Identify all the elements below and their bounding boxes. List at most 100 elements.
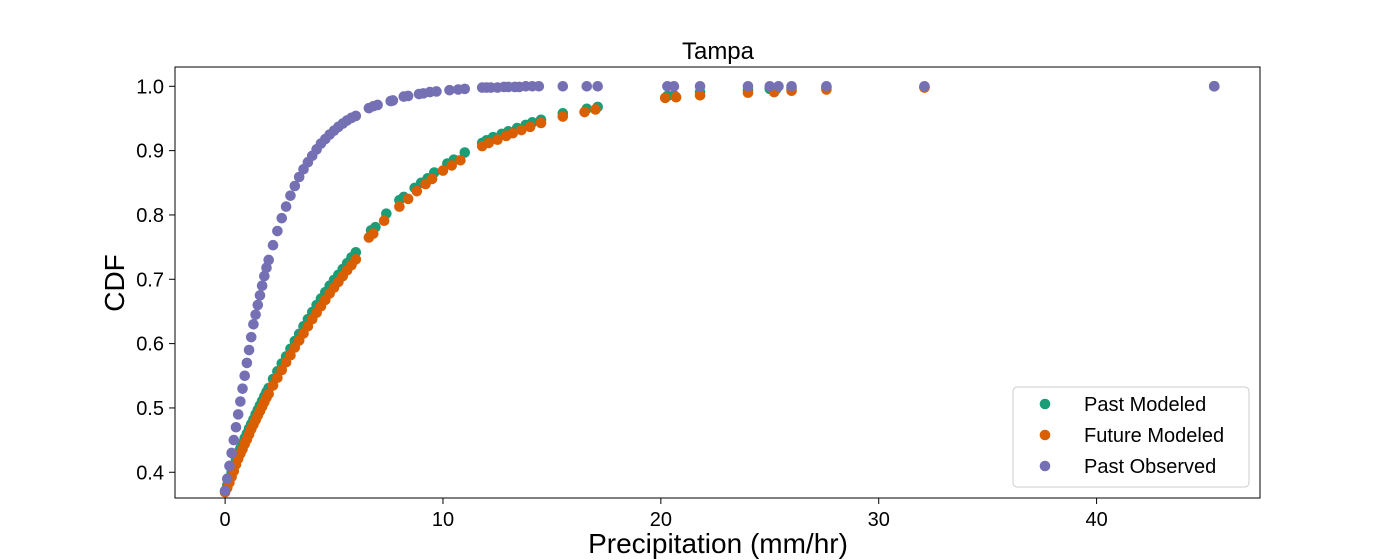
data-point [579, 106, 590, 118]
data-point [226, 447, 237, 459]
legend-marker [1039, 460, 1051, 472]
y-tick-label: 0.7 [136, 269, 164, 291]
data-point [821, 80, 832, 92]
data-point [263, 254, 274, 266]
data-point [557, 111, 569, 122]
chart-title: Tampa [682, 38, 755, 65]
data-point [402, 193, 414, 205]
data-point [235, 396, 246, 407]
data-point [437, 165, 449, 176]
data-point [243, 344, 255, 356]
data-point [773, 80, 784, 92]
data-point [431, 86, 442, 97]
data-point [533, 80, 545, 92]
data-point [387, 95, 399, 106]
legend-label: Past Observed [1084, 456, 1216, 478]
data-point [272, 225, 283, 237]
data-point [581, 80, 593, 92]
data-point [459, 83, 471, 95]
data-point [245, 331, 257, 343]
data-point [507, 127, 519, 139]
y-axis-label: CDF [99, 254, 130, 312]
x-tick-label: 0 [220, 509, 231, 531]
data-point [221, 473, 233, 485]
data-point [1208, 80, 1220, 92]
data-point [267, 380, 279, 391]
data-point [557, 80, 569, 92]
data-point [402, 90, 414, 102]
data-point [267, 239, 279, 251]
y-tick-label: 0.9 [136, 141, 164, 163]
data-point [535, 117, 547, 129]
data-point [668, 80, 680, 92]
data-point [524, 121, 536, 133]
x-axis-label: Precipitation (mm/hr) [588, 528, 848, 559]
data-point [919, 80, 930, 92]
data-point [224, 460, 235, 472]
plot-area [174, 66, 1261, 499]
data-point [350, 254, 362, 265]
data-point [786, 80, 797, 92]
data-point [263, 388, 274, 400]
data-point [232, 409, 244, 420]
data-point [455, 154, 466, 166]
x-tick-label: 10 [432, 509, 454, 531]
legend: Past Modeled Future Modeled Past Observed [1012, 386, 1250, 488]
data-point [459, 147, 471, 158]
data-point [590, 104, 601, 115]
data-point [367, 228, 379, 239]
data-point [285, 349, 296, 361]
legend-label: Future Modeled [1084, 425, 1224, 447]
y-tick-label: 0.4 [136, 462, 164, 484]
data-point [446, 160, 457, 171]
data-point [394, 201, 405, 212]
data-point [248, 319, 259, 330]
data-point [694, 80, 706, 92]
data-point [276, 364, 288, 376]
y-tick-label: 1.0 [136, 76, 164, 98]
data-point [293, 171, 305, 183]
data-point [230, 421, 242, 433]
series-past-observed [219, 80, 1220, 497]
data-point [280, 201, 292, 212]
x-tick-label: 20 [650, 509, 672, 531]
legend-marker [1039, 429, 1051, 441]
data-point [492, 134, 503, 145]
data-point [256, 280, 268, 292]
data-point [426, 173, 438, 185]
data-point [289, 180, 301, 192]
x-tick-label: 40 [1085, 509, 1107, 531]
data-point [592, 80, 603, 92]
y-tick-label: 0.5 [136, 398, 164, 420]
data-point [659, 92, 671, 104]
data-point [764, 80, 776, 92]
data-point [285, 190, 296, 201]
data-point [259, 270, 270, 282]
data-point [239, 370, 251, 382]
data-point [372, 99, 383, 111]
data-point [444, 84, 455, 96]
data-point [228, 434, 240, 446]
data-point [411, 185, 423, 197]
data-point [378, 215, 390, 227]
legend-label: Past Modeled [1084, 394, 1206, 416]
data-point [237, 383, 248, 394]
data-points [219, 80, 1220, 498]
data-point [219, 485, 231, 497]
x-axis: 0 10 20 30 40 [220, 498, 1108, 531]
data-point [272, 372, 283, 384]
y-axis: 0.4 0.5 0.6 0.7 0.8 0.9 1.0 [136, 76, 175, 484]
y-tick-label: 0.6 [136, 334, 164, 356]
data-point [694, 90, 706, 101]
plot-frame [174, 66, 1261, 499]
data-point [516, 124, 527, 136]
y-tick-label: 0.8 [136, 205, 164, 227]
data-point [350, 110, 362, 122]
data-point [276, 212, 288, 224]
legend-marker [1039, 398, 1051, 410]
data-point [742, 80, 754, 92]
data-point [670, 91, 682, 103]
data-point [252, 299, 264, 311]
data-point [254, 290, 266, 301]
